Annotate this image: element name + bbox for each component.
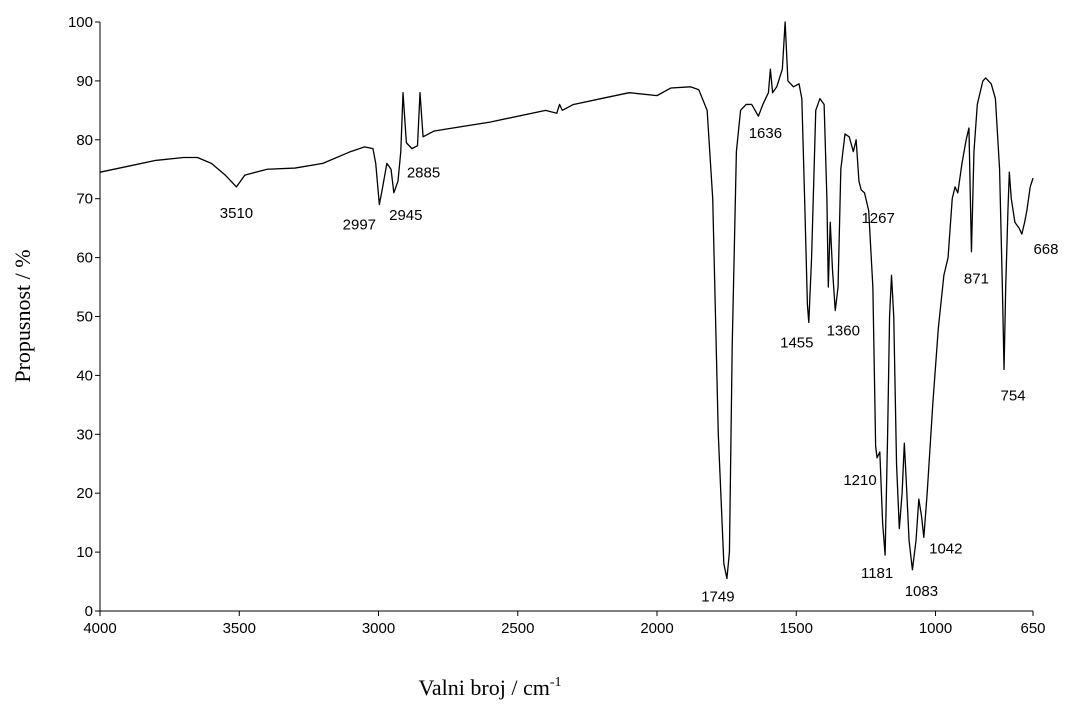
y-tick-label: 20 bbox=[76, 485, 93, 502]
peak-label: 1267 bbox=[861, 210, 894, 227]
y-tick-label: 10 bbox=[76, 544, 93, 561]
x-axis-label-sup: -1 bbox=[550, 675, 562, 690]
peak-label: 1181 bbox=[861, 565, 893, 582]
peak-label: 1083 bbox=[905, 583, 938, 600]
x-axis-label: Valni broj / cm-1 bbox=[418, 675, 561, 700]
peak-label: 2885 bbox=[407, 165, 440, 182]
y-tick-label: 30 bbox=[76, 426, 93, 443]
y-tick-label: 60 bbox=[76, 250, 93, 267]
x-tick-label: 4000 bbox=[83, 620, 116, 637]
peak-label: 668 bbox=[1033, 241, 1058, 258]
x-tick-label: 2000 bbox=[640, 620, 673, 637]
y-tick-label: 80 bbox=[76, 132, 93, 149]
x-tick-label: 1000 bbox=[919, 620, 952, 637]
peak-label: 871 bbox=[964, 271, 989, 288]
x-tick-label: 3500 bbox=[223, 620, 256, 637]
peak-label: 1636 bbox=[749, 125, 782, 142]
x-tick-label: 2500 bbox=[501, 620, 534, 637]
peak-label: 2997 bbox=[343, 217, 376, 234]
peak-label: 1042 bbox=[929, 540, 962, 557]
peak-label: 1360 bbox=[827, 323, 860, 340]
y-tick-label: 70 bbox=[76, 191, 93, 208]
peak-label: 1749 bbox=[701, 589, 734, 606]
peak-label: 1455 bbox=[780, 334, 813, 351]
peak-label: 754 bbox=[1001, 388, 1026, 405]
y-tick-label: 90 bbox=[76, 73, 93, 90]
x-axis-label-main: Valni broj / cm bbox=[418, 675, 549, 700]
x-tick-label: 3000 bbox=[362, 620, 395, 637]
y-tick-label: 100 bbox=[68, 14, 93, 31]
x-tick-label: 1500 bbox=[780, 620, 813, 637]
peak-label: 2945 bbox=[389, 207, 422, 224]
spectrum-line bbox=[99, 21, 1034, 580]
y-tick-label: 50 bbox=[76, 309, 93, 326]
peak-label: 3510 bbox=[220, 205, 253, 222]
y-tick-label: 0 bbox=[85, 603, 93, 620]
y-axis-label: Propusnost / % bbox=[10, 249, 35, 382]
x-tick-label: 650 bbox=[1020, 620, 1045, 637]
y-tick-label: 40 bbox=[76, 367, 93, 384]
peak-label: 1210 bbox=[843, 472, 876, 489]
